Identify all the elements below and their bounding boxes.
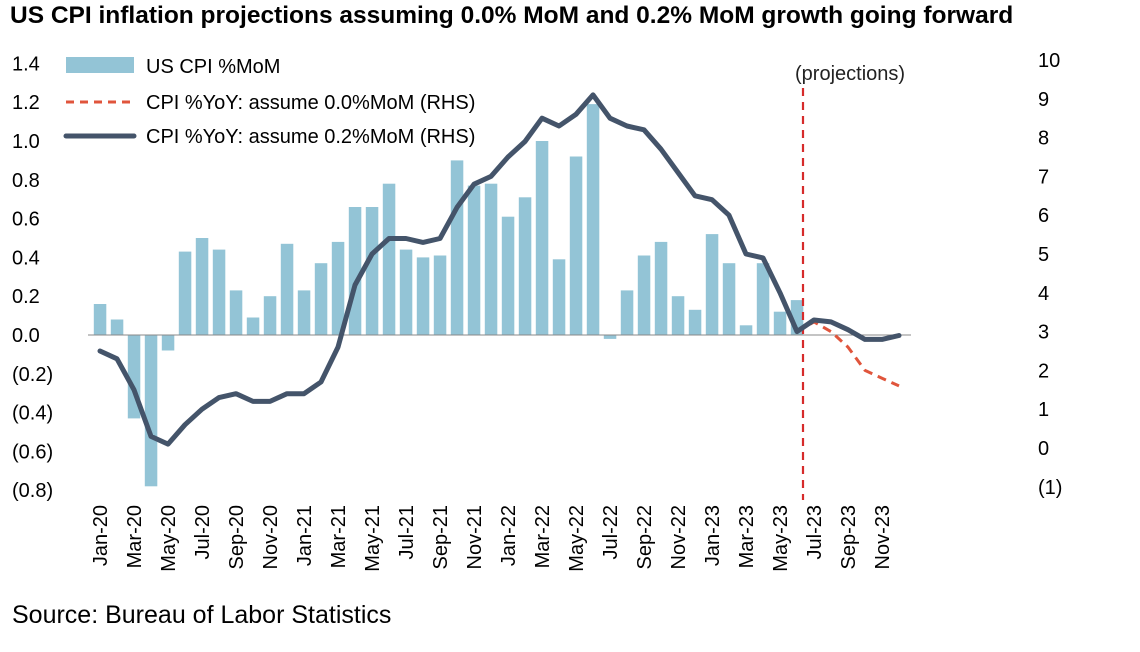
right-tick-label: 0	[1038, 438, 1049, 460]
bar-Mar-23	[739, 325, 753, 335]
bar-Jan-20	[93, 304, 107, 335]
x-tick-label: Jan-22	[498, 505, 520, 566]
bar-Apr-22	[552, 259, 566, 335]
x-tick-label: Mar-23	[736, 505, 758, 568]
left-tick-label: 0.4	[12, 247, 40, 269]
right-tick-label: 5	[1038, 244, 1049, 266]
chart-plot: (projections) 1.4 1.2 1.0 0.8 0.6 0.4 0.2 0.0 (0.…	[12, 50, 1062, 572]
bar-Nov-22	[671, 296, 685, 335]
bar-Dec-22	[688, 309, 702, 335]
bar-Jan-22	[501, 216, 515, 335]
left-tick-label: 0.0	[12, 325, 40, 347]
bar-Jun-22	[586, 104, 600, 335]
right-tick-label: 9	[1038, 89, 1049, 111]
left-tick-label: 1.0	[12, 131, 40, 153]
bar-Feb-23	[722, 263, 736, 335]
x-tick-label: Jul-22	[600, 505, 622, 559]
bar-May-23	[773, 311, 787, 335]
x-tick-label: Mar-22	[532, 505, 554, 568]
left-tick-label: (0.2)	[12, 364, 53, 386]
bar-Apr-21	[348, 207, 362, 335]
left-tick-label: 0.8	[12, 170, 40, 192]
right-tick-label: 10	[1038, 50, 1060, 72]
x-tick-label: Nov-20	[260, 505, 282, 569]
bar-Apr-20	[144, 335, 158, 487]
bar-Dec-20	[280, 243, 294, 335]
bar-Jun-20	[178, 251, 192, 335]
left-tick-label: 1.2	[12, 92, 40, 114]
right-tick-label: 1	[1038, 399, 1049, 421]
chart-title: US CPI inflation projections assuming 0.…	[10, 2, 1014, 29]
bar-May-21	[365, 207, 379, 335]
bar-Jul-21	[399, 249, 413, 335]
bar-May-22	[569, 156, 583, 335]
bar-Dec-21	[484, 183, 498, 335]
line-series-yoy-0-2pct	[97, 92, 902, 447]
x-tick-label: Sep-23	[838, 505, 860, 570]
bar-Aug-22	[620, 290, 634, 335]
x-tick-label: May-21	[362, 505, 384, 572]
legend-label-yoy-0-2pct: CPI %YoY: assume 0.2%MoM (RHS)	[146, 126, 475, 148]
bar-Sep-22	[637, 255, 651, 335]
bar-Sep-21	[433, 255, 447, 335]
x-tick-label: Mar-20	[124, 505, 146, 568]
bar-Oct-20	[246, 317, 260, 335]
legend-swatch-mom-bar	[66, 57, 134, 73]
x-tick-label: May-22	[566, 505, 588, 572]
left-tick-label: 1.4	[12, 53, 40, 75]
bar-Nov-20	[263, 296, 277, 335]
bar-Feb-20	[110, 319, 124, 335]
x-tick-label: May-23	[770, 505, 792, 572]
left-tick-label: 0.6	[12, 209, 40, 231]
x-tick-label: Sep-22	[634, 505, 656, 570]
right-tick-label: 4	[1038, 283, 1049, 305]
bar-Aug-20	[212, 249, 226, 335]
legend-label-yoy-0-0pct: CPI %YoY: assume 0.0%MoM (RHS)	[146, 92, 475, 114]
bar-Apr-23	[756, 263, 770, 335]
x-tick-label: Mar-21	[328, 505, 350, 568]
x-tick-label: Nov-23	[872, 505, 894, 569]
legend-label-mom: US CPI %MoM	[146, 56, 280, 78]
x-tick-label: Jul-21	[396, 505, 418, 559]
left-tick-label: 0.2	[12, 286, 40, 308]
x-tick-label: May-20	[158, 505, 180, 572]
bar-Jan-21	[297, 290, 311, 335]
x-tick-label: Sep-20	[226, 505, 248, 570]
right-tick-label: 7	[1038, 166, 1049, 188]
bar-Mar-21	[331, 241, 345, 335]
bar-Nov-21	[467, 185, 481, 335]
bar-Jul-20	[195, 238, 209, 335]
right-tick-label: 3	[1038, 322, 1049, 344]
x-tick-label: Sep-21	[430, 505, 452, 570]
left-tick-label: (0.4)	[12, 403, 53, 425]
right-tick-label: (1)	[1038, 477, 1062, 499]
source-note: Source: Bureau of Labor Statistics	[12, 601, 392, 629]
bar-Aug-21	[416, 257, 430, 335]
x-tick-label: Jan-21	[294, 505, 316, 566]
bar-May-20	[161, 335, 175, 351]
left-tick-label: (0.6)	[12, 441, 53, 463]
bar-Oct-21	[450, 160, 464, 335]
x-tick-label: Jul-23	[804, 505, 826, 559]
right-tick-label: 8	[1038, 128, 1049, 150]
bar-Jan-23	[705, 234, 719, 335]
bar-Feb-22	[518, 197, 532, 335]
x-tick-label: Nov-22	[668, 505, 690, 569]
x-tick-label: Jan-20	[90, 505, 112, 566]
bar-Mar-22	[535, 141, 549, 335]
x-tick-label: Jul-20	[192, 505, 214, 559]
projection-annotation: (projections)	[795, 63, 905, 85]
left-tick-label: (0.8)	[12, 480, 53, 502]
bar-Feb-21	[314, 263, 328, 335]
x-tick-label: Nov-21	[464, 505, 486, 569]
bar-Sep-20	[229, 290, 243, 335]
x-tick-label: Jan-23	[702, 505, 724, 566]
bar-Jul-22	[603, 335, 617, 339]
bar-Jun-21	[382, 183, 396, 335]
right-tick-label: 6	[1038, 205, 1049, 227]
right-tick-label: 2	[1038, 360, 1049, 382]
bar-Oct-22	[654, 241, 668, 335]
